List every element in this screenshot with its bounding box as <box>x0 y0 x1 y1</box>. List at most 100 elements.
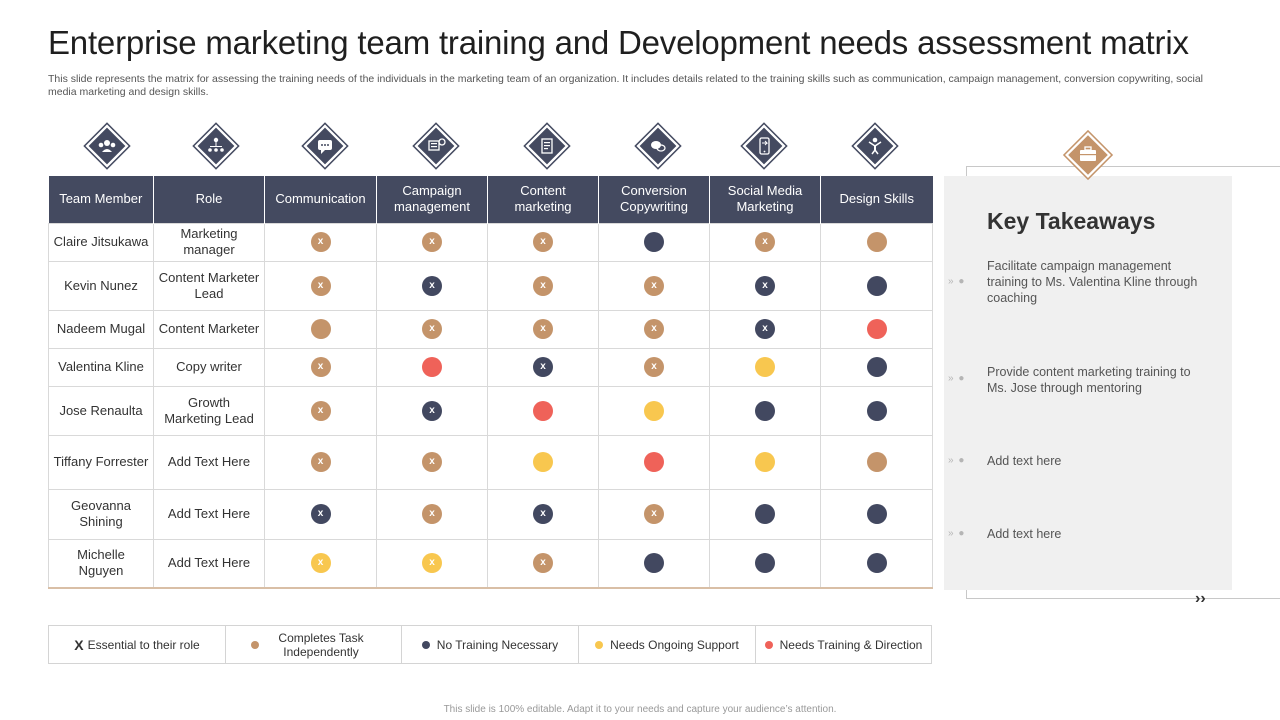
skill-cell <box>598 434 710 490</box>
skill-cell: x <box>264 347 377 387</box>
status-dot <box>533 452 553 472</box>
status-dot <box>755 553 775 574</box>
status-dot: x <box>533 504 553 524</box>
legend-ongoing-label: Needs Ongoing Support <box>610 637 739 652</box>
status-dot: x <box>422 400 442 421</box>
skill-cell: x <box>598 347 710 387</box>
legend-essential-label: Essential to their role <box>87 637 200 652</box>
skill-cell: x <box>376 434 488 490</box>
skill-cell: x <box>598 309 710 349</box>
skill-cell <box>709 538 821 589</box>
skill-cell: x <box>376 260 488 311</box>
skill-cell <box>709 385 821 436</box>
status-dot: x <box>422 504 442 524</box>
role-cell: Copy writer <box>153 347 265 387</box>
header-campaign-management: Campaign management <box>376 176 488 223</box>
status-dot: x <box>422 232 442 252</box>
status-dot: x <box>310 357 331 377</box>
status-dot <box>866 232 887 252</box>
status-dot <box>755 504 775 524</box>
skill-cell: x <box>264 434 377 490</box>
table-row: Kevin Nunez Content Marketer Lead x x x x x <box>48 260 933 311</box>
skill-cell <box>820 488 933 540</box>
status-dot: x <box>755 232 775 252</box>
double-chevron-icon: ›› <box>1195 590 1206 607</box>
skill-cell <box>820 347 933 387</box>
status-dot <box>422 357 442 377</box>
status-dot: x <box>533 553 553 574</box>
status-dot: x <box>644 504 664 524</box>
status-dot <box>310 319 331 339</box>
team-icon <box>82 121 132 171</box>
skill-cell <box>820 309 933 349</box>
takeaway-item: Provide content marketing training to Ms… <box>987 365 1191 395</box>
status-dot <box>755 452 775 472</box>
status-dot <box>755 357 775 377</box>
chevron-right-icon: » ● <box>948 373 966 384</box>
footer-note: This slide is 100% editable. Adapt it to… <box>443 704 837 715</box>
skill-cell <box>598 222 710 262</box>
legend-x-mark: X <box>74 636 84 653</box>
skill-cell: x <box>709 260 821 311</box>
status-dot <box>644 232 664 252</box>
skill-cell: x <box>709 222 821 262</box>
skill-cell: x <box>264 488 377 540</box>
page-title: Enterprise marketing team training and D… <box>48 24 1189 61</box>
team-member-cell: Claire Jitsukawa <box>48 222 154 262</box>
chevron-right-icon: » ● <box>948 528 966 539</box>
header-team-member: Team Member <box>48 176 154 223</box>
legend-ongoing: Needs Ongoing Support <box>579 626 756 663</box>
team-member-cell: Geovanna Shining <box>48 488 154 540</box>
header-communication: Communication <box>264 176 377 223</box>
skill-cell <box>264 309 377 349</box>
design-person-icon <box>850 121 900 171</box>
legend-yellow-dot <box>595 640 604 649</box>
table-row: Geovanna Shining Add Text Here x x x x <box>48 488 933 540</box>
skill-cell: x <box>264 385 377 436</box>
mobile-social-icon <box>739 121 789 171</box>
status-dot: x <box>533 275 553 296</box>
table-row: Nadeem Mugal Content Marketer x x x x <box>48 309 933 349</box>
table-row: Tiffany Forrester Add Text Here x x <box>48 434 933 490</box>
role-cell: Content Marketer <box>153 309 265 349</box>
status-dot: x <box>644 319 664 339</box>
team-member-cell: Michelle Nguyen <box>48 538 154 589</box>
skill-cell: x <box>376 488 488 540</box>
status-dot: x <box>310 553 331 574</box>
team-member-cell: Nadeem Mugal <box>48 309 154 349</box>
skill-cell <box>820 538 933 589</box>
status-dot <box>644 452 664 472</box>
skill-cell: x <box>376 538 488 589</box>
skill-cell: x <box>487 309 599 349</box>
skill-cell <box>709 434 821 490</box>
status-dot: x <box>310 232 331 252</box>
skill-cell: x <box>376 309 488 349</box>
status-dot <box>644 553 664 574</box>
team-member-cell: Kevin Nunez <box>48 260 154 311</box>
role-cell: Content Marketer Lead <box>153 260 265 311</box>
status-dot: x <box>755 319 775 339</box>
status-dot <box>533 400 553 421</box>
skill-cell <box>709 347 821 387</box>
takeaways-panel <box>944 176 1232 590</box>
table-row: Michelle Nguyen Add Text Here x x x <box>48 538 933 589</box>
legend-no-training-label: No Training Necessary <box>436 637 559 652</box>
skill-cell <box>487 434 599 490</box>
legend-tan-dot <box>251 640 259 649</box>
role-cell: Marketing manager <box>153 222 265 262</box>
skill-cell: x <box>598 260 710 311</box>
legend-needs-training-label: Needs Training & Direction <box>779 637 923 652</box>
status-dot <box>866 357 887 377</box>
skill-cell: x <box>376 385 488 436</box>
header-row: Team Member Role Communication Campaign … <box>48 176 933 223</box>
status-dot <box>866 452 887 472</box>
skill-cell: x <box>264 538 377 589</box>
status-dot: x <box>422 452 442 472</box>
skill-cell <box>709 488 821 540</box>
legend-navy-dot <box>421 640 430 649</box>
skill-cell <box>820 260 933 311</box>
status-dot: x <box>533 319 553 339</box>
skill-cell: x <box>487 347 599 387</box>
takeaway-item: Facilitate campaign management training … <box>987 259 1198 305</box>
status-dot: x <box>310 504 331 524</box>
